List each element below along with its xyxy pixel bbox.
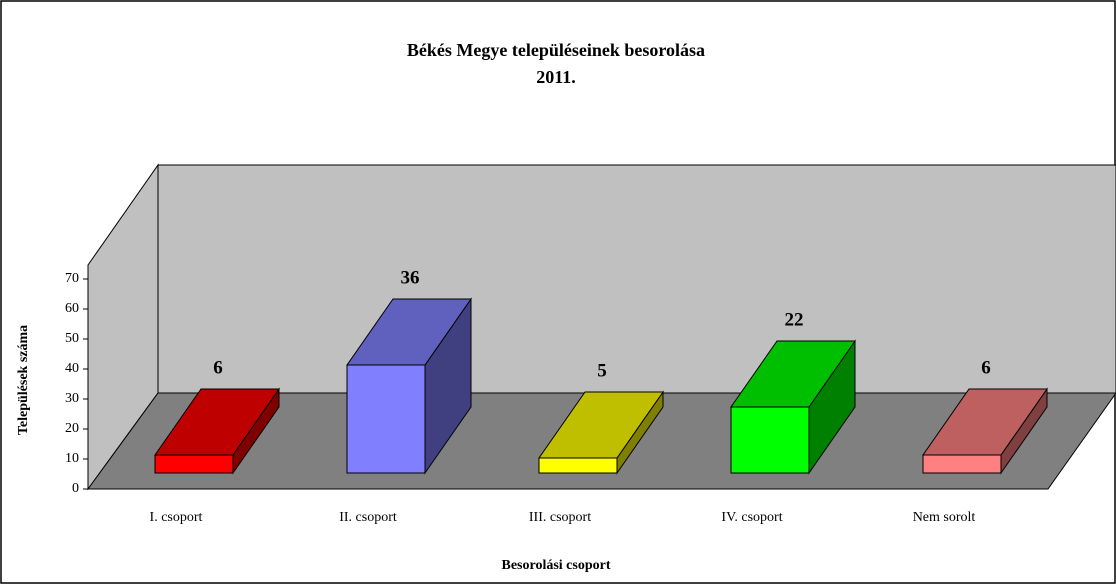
value-label: 22 (785, 309, 804, 330)
bar (538, 457, 618, 474)
x-tick-label: I. csoport (150, 510, 203, 525)
y-tick-label: 0 (72, 481, 79, 496)
bar (346, 364, 426, 474)
y-tick-label: 70 (65, 271, 79, 286)
value-label: 36 (401, 267, 420, 288)
y-tick-label: 30 (65, 391, 79, 406)
x-tick-label: III. csoport (529, 510, 591, 525)
y-tick-label: 40 (65, 361, 79, 376)
value-label: 5 (597, 360, 607, 381)
x-tick-label: II. csoport (339, 510, 397, 525)
bar (154, 454, 234, 474)
value-label: 6 (213, 357, 223, 378)
chart-title: Békés Megye településeinek besorolása (407, 40, 705, 60)
x-tick-label: IV. csoport (721, 510, 782, 525)
chart-subtitle: 2011. (536, 67, 576, 87)
y-tick-label: 60 (65, 301, 79, 316)
x-tick-label: Nem sorolt (913, 510, 976, 525)
y-tick-label: 20 (65, 421, 79, 436)
x-axis-label: Besorolási csoport (501, 558, 610, 573)
bar (922, 454, 1002, 474)
bar (730, 406, 810, 474)
back-wall (157, 164, 1116, 394)
y-tick-label: 10 (65, 451, 79, 466)
y-tick-label: 50 (65, 331, 79, 346)
value-label: 6 (981, 357, 991, 378)
y-axis-label: Települések száma (16, 325, 31, 435)
